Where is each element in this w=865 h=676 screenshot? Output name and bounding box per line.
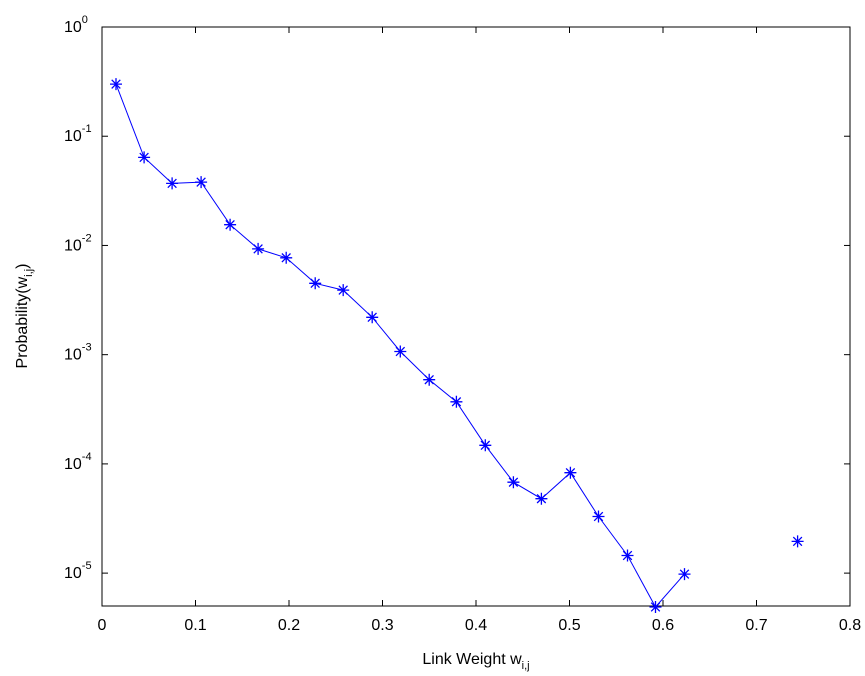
data-point <box>195 176 208 189</box>
y-tick-exponent: -5 <box>82 560 92 572</box>
asterisk-marker <box>507 476 520 489</box>
y-tick-base: 10 <box>64 128 82 145</box>
data-point <box>280 251 293 264</box>
data-point <box>224 218 237 231</box>
x-tick-label: 0.3 <box>371 617 393 634</box>
data-point <box>535 492 548 505</box>
asterisk-marker <box>110 78 122 91</box>
asterisk-marker <box>394 345 407 358</box>
asterisk-marker <box>535 492 548 505</box>
data-point <box>791 535 804 548</box>
data-point <box>309 277 322 290</box>
data-point <box>110 78 122 91</box>
data-point <box>166 177 179 190</box>
data-point <box>507 476 520 489</box>
y-tick-label: 10-3 <box>64 342 92 364</box>
x-tick-label: 0 <box>98 617 107 634</box>
asterisk-marker <box>309 277 322 290</box>
y-tick-exponent: -2 <box>82 232 92 244</box>
y-tick-base: 10 <box>64 347 82 364</box>
data-point <box>252 242 265 255</box>
y-tick-exponent: -3 <box>82 342 92 354</box>
asterisk-marker <box>678 568 691 581</box>
asterisk-marker <box>280 251 293 264</box>
asterisk-marker <box>423 373 436 386</box>
y-tick-label: 10-2 <box>64 232 92 254</box>
x-tick-label: 0.7 <box>745 617 767 634</box>
y-tick-label: 10-5 <box>64 560 92 582</box>
y-tick-label: 100 <box>64 14 88 36</box>
asterisk-marker <box>138 151 151 164</box>
x-tick-label: 0.4 <box>465 617 487 634</box>
y-axis-title: Probability(wi,j) <box>14 264 35 369</box>
asterisk-marker <box>224 218 237 231</box>
asterisk-marker <box>195 176 208 189</box>
x-tick-label: 0.2 <box>278 617 300 634</box>
asterisk-marker <box>649 601 662 613</box>
y-tick-label: 10-1 <box>64 123 92 145</box>
data-point <box>621 549 634 562</box>
asterisk-marker <box>366 311 379 324</box>
y-axis-title-sub: i,j <box>23 269 35 277</box>
asterisk-marker <box>621 549 634 562</box>
data-point <box>649 601 662 613</box>
x-axis-title-sub: i,j <box>522 660 530 672</box>
plot-area <box>101 26 851 607</box>
y-tick-base: 10 <box>64 456 82 473</box>
data-point <box>423 373 436 386</box>
x-tick-label: 0.1 <box>184 617 206 634</box>
x-tick-label: 0.8 <box>839 617 861 634</box>
data-point <box>138 151 151 164</box>
data-point <box>450 395 463 408</box>
ticks <box>101 26 851 606</box>
data-point <box>564 466 577 479</box>
asterisk-marker <box>564 466 577 479</box>
y-tick-exponent: -4 <box>82 451 92 463</box>
series-layer <box>110 78 804 613</box>
data-point <box>366 311 379 324</box>
data-point <box>394 345 407 358</box>
x-axis-title: Link Weight wi,j <box>422 651 529 672</box>
x-axis-title-main: Link Weight w <box>422 651 522 668</box>
asterisk-marker <box>337 284 350 297</box>
y-tick-base: 10 <box>64 237 82 254</box>
asterisk-marker <box>252 242 265 255</box>
data-point <box>678 568 691 581</box>
x-tick-label: 0.6 <box>652 617 674 634</box>
asterisk-marker <box>166 177 179 190</box>
asterisk-marker <box>479 439 492 452</box>
y-axis-title-main: Probability(w <box>14 276 31 368</box>
y-axis-title-suffix: ) <box>14 264 31 269</box>
data-point <box>479 439 492 452</box>
asterisk-marker <box>592 510 605 523</box>
y-tick-base: 10 <box>64 19 82 36</box>
y-tick-exponent: 0 <box>82 14 88 26</box>
tick-labels: 0 0.1 0.2 0.3 0.4 0.5 0.6 0.7 0.810010-110-210-3… <box>64 14 861 634</box>
asterisk-marker <box>791 535 804 548</box>
data-point <box>592 510 605 523</box>
data-point <box>337 284 350 297</box>
y-tick-label: 10-4 <box>64 451 92 473</box>
y-tick-base: 10 <box>64 565 82 582</box>
x-tick-label: 0.5 <box>558 617 580 634</box>
y-tick-exponent: -1 <box>82 123 92 135</box>
asterisk-marker <box>450 395 463 408</box>
